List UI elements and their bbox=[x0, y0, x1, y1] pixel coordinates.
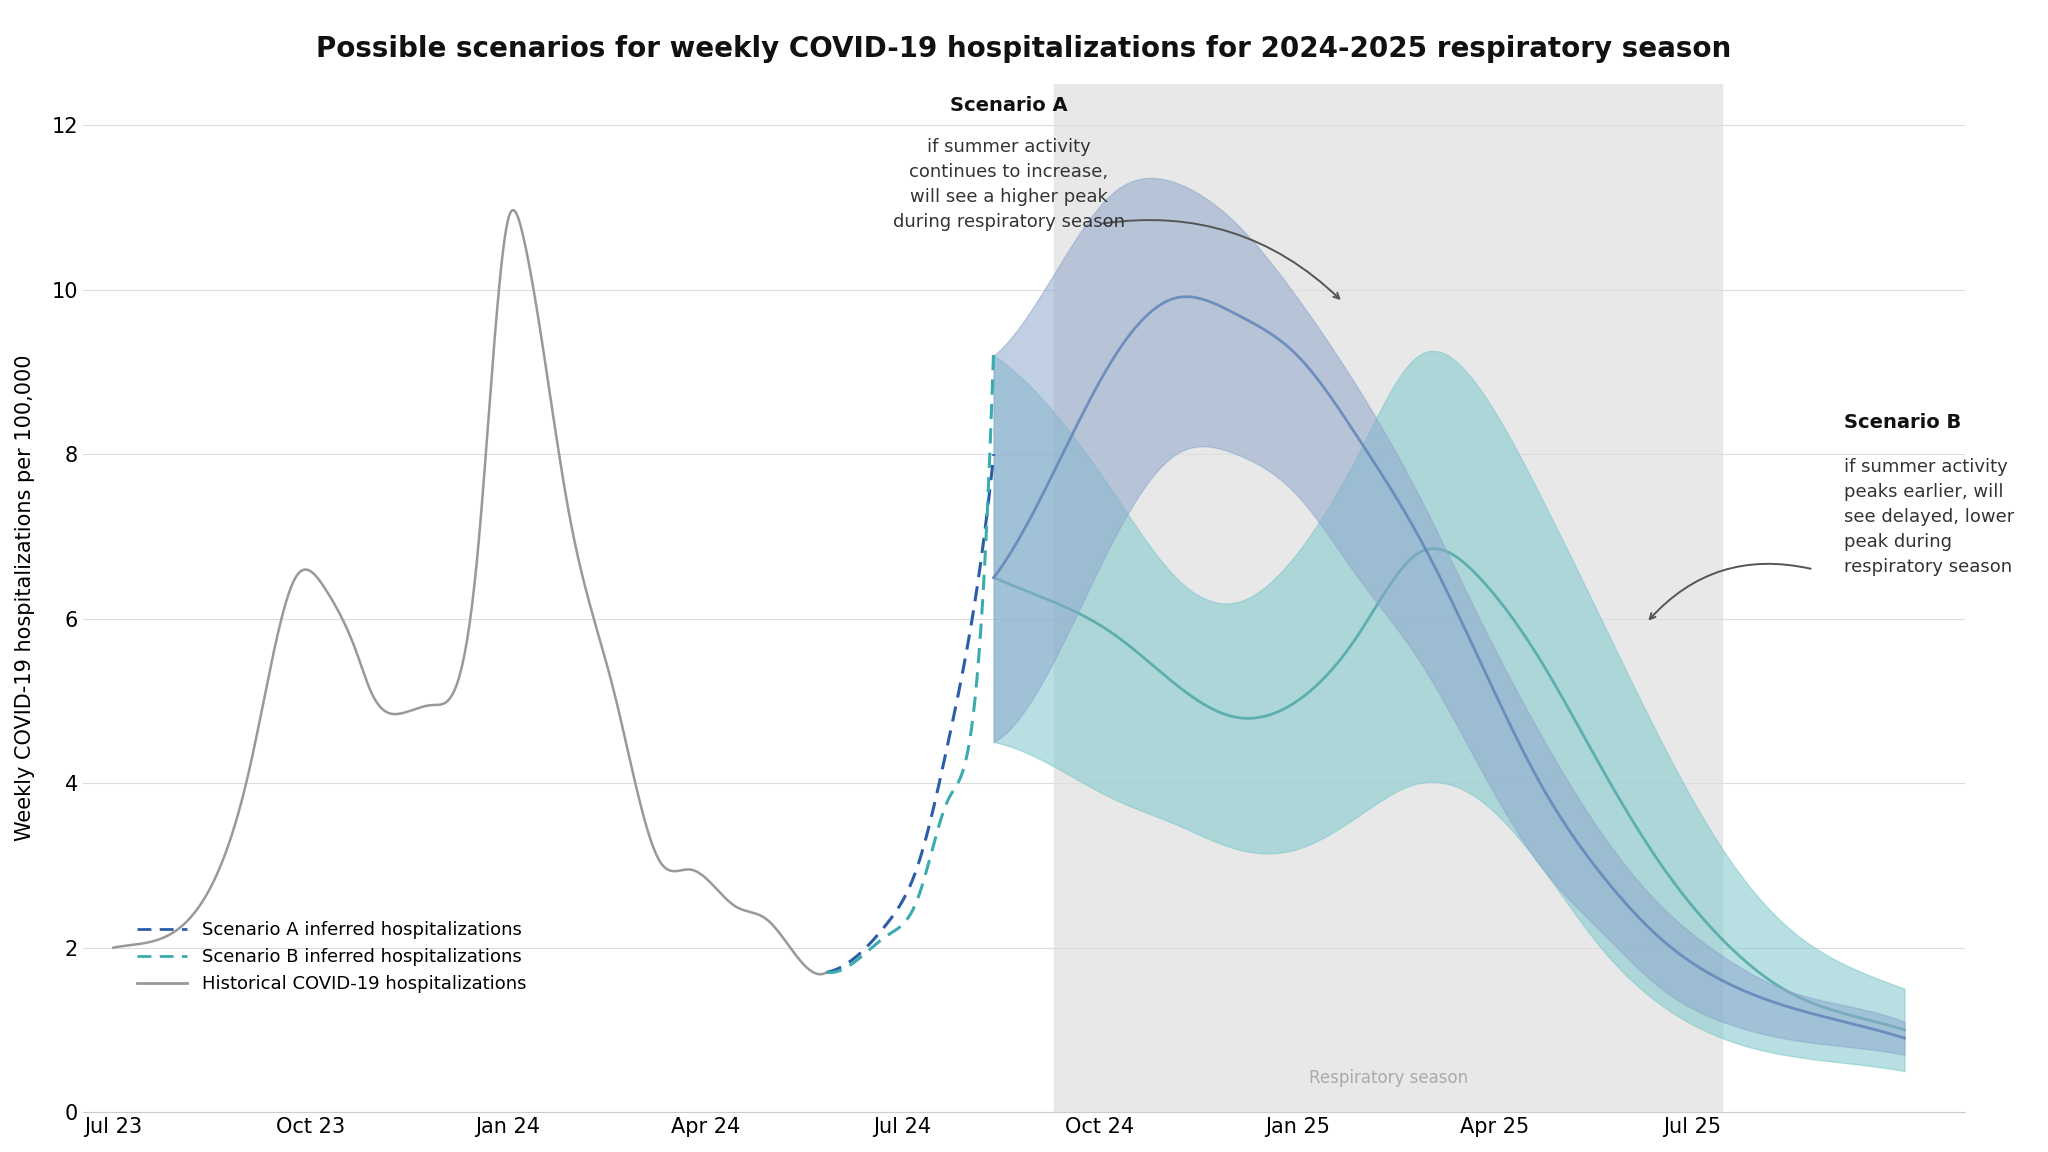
Text: Scenario A: Scenario A bbox=[950, 97, 1067, 115]
Text: if summer activity
peaks earlier, will
see delayed, lower
peak during
respirator: if summer activity peaks earlier, will s… bbox=[1843, 458, 2013, 576]
Bar bbox=[1055, 84, 1722, 1112]
Text: Respiratory season: Respiratory season bbox=[1309, 1069, 1468, 1087]
Y-axis label: Weekly COVID-19 hospitalizations per 100,000: Weekly COVID-19 hospitalizations per 100… bbox=[14, 355, 35, 841]
Text: if summer activity
continues to increase,
will see a higher peak
during respirat: if summer activity continues to increase… bbox=[893, 137, 1124, 230]
Legend: Scenario A inferred hospitalizations, Scenario B inferred hospitalizations, Hist: Scenario A inferred hospitalizations, Sc… bbox=[129, 914, 535, 1000]
Text: Possible scenarios for weekly COVID-19 hospitalizations for 2024-2025 respirator: Possible scenarios for weekly COVID-19 h… bbox=[315, 35, 1733, 62]
Text: Scenario B: Scenario B bbox=[1843, 414, 1962, 432]
